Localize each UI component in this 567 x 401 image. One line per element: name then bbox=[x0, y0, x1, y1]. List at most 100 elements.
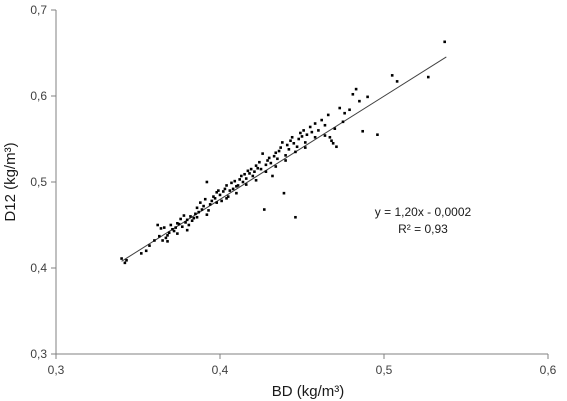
data-point bbox=[277, 149, 281, 153]
data-point bbox=[246, 169, 250, 173]
data-point bbox=[120, 257, 123, 260]
data-point bbox=[426, 75, 430, 79]
data-point bbox=[182, 214, 186, 217]
data-point bbox=[294, 150, 297, 154]
data-point bbox=[172, 229, 176, 233]
data-point bbox=[156, 223, 159, 227]
data-point bbox=[261, 152, 264, 155]
data-point bbox=[299, 131, 302, 135]
data-point bbox=[308, 125, 312, 129]
data-point bbox=[162, 226, 166, 229]
data-point bbox=[185, 228, 189, 232]
data-point bbox=[297, 137, 301, 141]
data-point bbox=[184, 221, 187, 224]
data-point bbox=[176, 221, 179, 225]
data-point bbox=[287, 148, 291, 151]
data-point bbox=[217, 189, 220, 192]
data-point bbox=[289, 139, 292, 143]
data-point bbox=[328, 135, 332, 139]
data-point bbox=[348, 108, 351, 112]
data-point bbox=[274, 151, 278, 155]
data-point bbox=[351, 92, 355, 96]
x-axis-title: BD (kg/m³) bbox=[272, 383, 345, 400]
data-point bbox=[376, 133, 379, 136]
data-point bbox=[207, 209, 210, 212]
data-point bbox=[225, 184, 228, 187]
data-point bbox=[203, 197, 207, 201]
data-point bbox=[197, 210, 200, 214]
data-point bbox=[210, 199, 214, 203]
trendline-equation: y = 1,20x - 0,0002 bbox=[375, 205, 472, 219]
data-point bbox=[171, 228, 174, 231]
data-point bbox=[228, 189, 232, 192]
data-point bbox=[443, 40, 446, 44]
data-point bbox=[202, 204, 205, 208]
data-point bbox=[185, 218, 189, 222]
data-point bbox=[262, 208, 266, 211]
data-point bbox=[230, 181, 233, 185]
data-point bbox=[218, 193, 222, 197]
data-point bbox=[266, 159, 269, 162]
data-point bbox=[294, 215, 297, 219]
data-point bbox=[205, 213, 209, 216]
data-point bbox=[189, 215, 192, 218]
data-point bbox=[208, 203, 212, 206]
data-point bbox=[144, 249, 148, 253]
y-tick-label: 0,3 bbox=[30, 347, 47, 361]
data-point bbox=[167, 231, 171, 235]
data-point bbox=[221, 190, 225, 193]
data-point bbox=[323, 123, 327, 127]
data-point bbox=[176, 232, 179, 235]
r-squared-label: R² = 0,93 bbox=[398, 222, 448, 236]
data-point bbox=[323, 134, 327, 137]
data-point bbox=[244, 183, 248, 186]
data-point bbox=[310, 130, 314, 134]
data-point bbox=[213, 197, 217, 200]
data-point bbox=[341, 120, 345, 124]
data-point bbox=[166, 240, 169, 243]
x-tick-label: 0,3 bbox=[48, 363, 65, 377]
data-point bbox=[358, 99, 361, 103]
data-point bbox=[161, 239, 164, 242]
data-point bbox=[264, 163, 268, 167]
data-point bbox=[256, 166, 260, 170]
data-point bbox=[235, 185, 238, 188]
data-point bbox=[254, 178, 258, 182]
data-point bbox=[205, 180, 209, 184]
data-point bbox=[164, 236, 168, 240]
data-point bbox=[220, 199, 223, 203]
data-point bbox=[240, 174, 243, 178]
data-point bbox=[326, 113, 330, 117]
data-point bbox=[180, 225, 184, 229]
y-tick-label: 0,5 bbox=[30, 175, 47, 189]
data-point bbox=[290, 135, 294, 139]
data-point bbox=[235, 191, 238, 195]
data-point bbox=[158, 234, 161, 238]
y-tick-label: 0,6 bbox=[30, 89, 47, 103]
data-point bbox=[226, 195, 230, 198]
data-point bbox=[192, 216, 196, 220]
data-point bbox=[236, 184, 240, 187]
data-point bbox=[212, 195, 215, 198]
data-point bbox=[395, 80, 399, 83]
data-point bbox=[153, 239, 156, 242]
data-point bbox=[284, 154, 287, 157]
data-point bbox=[254, 164, 258, 167]
data-point bbox=[335, 145, 338, 149]
data-point bbox=[190, 219, 194, 222]
data-point bbox=[244, 177, 248, 180]
x-tick-label: 0,5 bbox=[376, 363, 393, 377]
data-point bbox=[248, 172, 251, 175]
data-point bbox=[233, 179, 237, 183]
data-point bbox=[295, 145, 299, 149]
data-point bbox=[195, 206, 199, 210]
data-point bbox=[179, 217, 182, 221]
data-point bbox=[271, 174, 274, 178]
data-point bbox=[215, 201, 219, 204]
data-point bbox=[125, 258, 128, 262]
data-point bbox=[300, 135, 304, 138]
data-point bbox=[199, 201, 202, 204]
data-point bbox=[195, 215, 199, 219]
data-point bbox=[166, 234, 169, 237]
data-point bbox=[249, 167, 253, 171]
